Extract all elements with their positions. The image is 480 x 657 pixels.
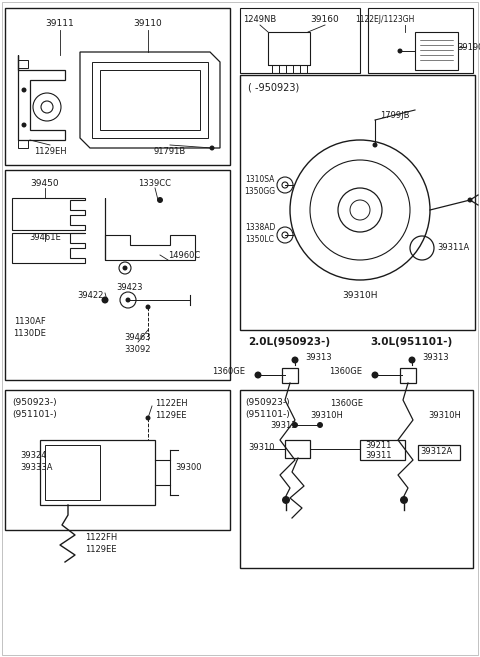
Circle shape: [125, 298, 131, 302]
Text: 39310: 39310: [248, 443, 275, 453]
Text: 39461E: 39461E: [29, 233, 61, 242]
Text: 39312A: 39312A: [420, 447, 452, 457]
Circle shape: [254, 371, 262, 378]
Text: 1122EH: 1122EH: [155, 399, 188, 407]
Text: 1350LC: 1350LC: [246, 235, 275, 244]
Text: 1338AD: 1338AD: [245, 223, 275, 233]
Text: 39324: 39324: [20, 451, 47, 459]
Text: 39450: 39450: [31, 179, 60, 187]
Text: 1360GE: 1360GE: [212, 367, 245, 376]
Text: 3.0L(951101-): 3.0L(951101-): [370, 337, 452, 347]
Text: 91791B: 91791B: [154, 148, 186, 156]
Text: 1130DE: 1130DE: [13, 328, 47, 338]
Circle shape: [397, 49, 403, 53]
Text: (951101-): (951101-): [12, 411, 57, 420]
Text: 39300: 39300: [175, 463, 202, 472]
Circle shape: [408, 357, 416, 363]
Text: 1339CC: 1339CC: [139, 179, 171, 187]
Circle shape: [101, 296, 108, 304]
Text: 1360GE: 1360GE: [330, 399, 363, 407]
Circle shape: [372, 371, 379, 378]
Text: 1360GE: 1360GE: [329, 367, 362, 376]
Text: 39160: 39160: [311, 16, 339, 24]
Circle shape: [282, 496, 290, 504]
Text: 1129EH: 1129EH: [34, 148, 66, 156]
Circle shape: [209, 145, 215, 150]
Text: ( -950923): ( -950923): [248, 83, 299, 93]
Text: 39463: 39463: [125, 334, 151, 342]
Text: 39422: 39422: [77, 292, 103, 300]
Text: 39310H: 39310H: [428, 411, 461, 420]
Text: 39310H: 39310H: [310, 411, 343, 420]
Circle shape: [372, 143, 377, 148]
Text: (950923-): (950923-): [245, 399, 289, 407]
Text: 2.0L(950923-): 2.0L(950923-): [248, 337, 330, 347]
Text: 14960C: 14960C: [168, 250, 200, 260]
Text: 39333A: 39333A: [20, 463, 52, 472]
Text: 39423: 39423: [117, 284, 143, 292]
Text: 39310H: 39310H: [342, 290, 378, 300]
Text: 39110: 39110: [133, 20, 162, 28]
Text: 39313: 39313: [270, 420, 297, 430]
Text: 1122EJ/1123GH: 1122EJ/1123GH: [355, 16, 415, 24]
Circle shape: [157, 197, 163, 203]
Circle shape: [22, 122, 26, 127]
Text: 39313: 39313: [422, 353, 449, 361]
Circle shape: [292, 422, 298, 428]
Circle shape: [400, 496, 408, 504]
Text: 39311: 39311: [365, 451, 392, 459]
Circle shape: [468, 198, 472, 202]
Text: 39111: 39111: [46, 20, 74, 28]
Circle shape: [145, 304, 151, 309]
Text: 1129EE: 1129EE: [85, 545, 117, 555]
Text: (951101-): (951101-): [245, 411, 290, 420]
Circle shape: [291, 357, 299, 363]
Text: 39190: 39190: [457, 43, 480, 51]
Circle shape: [145, 415, 151, 420]
Text: 1350GG: 1350GG: [244, 187, 276, 196]
Text: 1310SA: 1310SA: [245, 175, 275, 185]
Text: 39211: 39211: [365, 440, 391, 449]
Text: 39311A: 39311A: [437, 244, 469, 252]
Circle shape: [122, 265, 128, 271]
Text: 39313: 39313: [305, 353, 332, 361]
Text: 1129EE: 1129EE: [155, 411, 187, 420]
Text: 1799JB: 1799JB: [380, 110, 409, 120]
Text: 33092: 33092: [125, 346, 151, 355]
Text: 1249NB: 1249NB: [243, 16, 276, 24]
Circle shape: [317, 422, 323, 428]
Text: 1122FH: 1122FH: [85, 533, 117, 543]
Text: 1130AF: 1130AF: [14, 317, 46, 327]
Text: (950923-): (950923-): [12, 399, 57, 407]
Circle shape: [22, 87, 26, 93]
